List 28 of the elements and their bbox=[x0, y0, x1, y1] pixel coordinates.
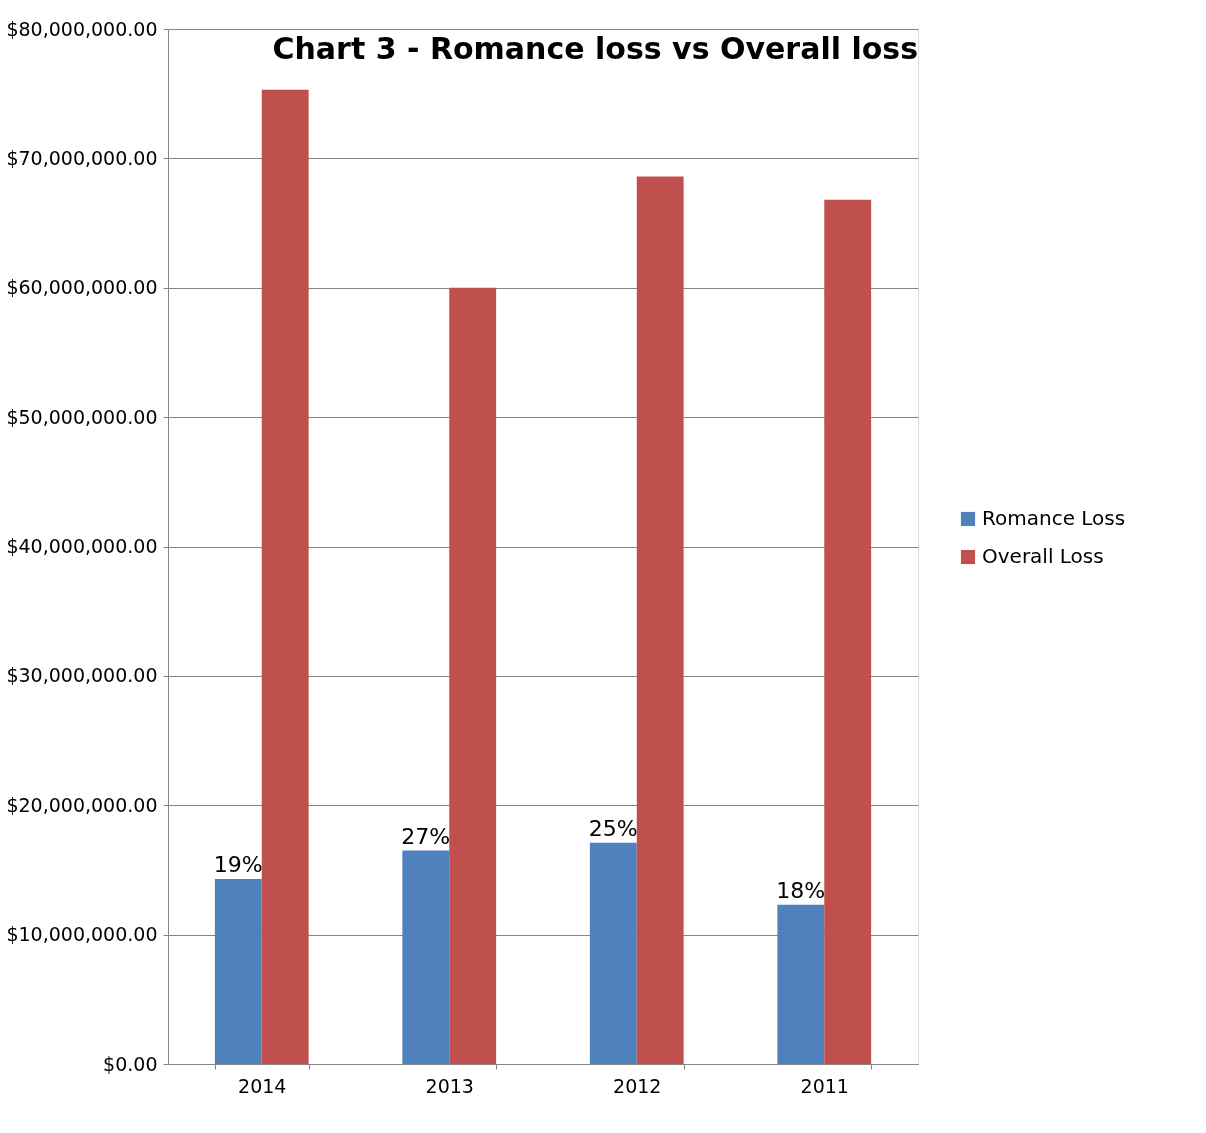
annotation: 25% bbox=[588, 815, 638, 841]
bar bbox=[777, 904, 825, 1064]
x-tick-label: 2014 bbox=[238, 1074, 287, 1097]
bar bbox=[449, 287, 497, 1064]
y-tick-label: $10,000,000.00 bbox=[6, 923, 158, 946]
y-tick-label: $40,000,000.00 bbox=[6, 535, 158, 557]
y-tick-label: $50,000,000.00 bbox=[6, 405, 158, 428]
bar bbox=[589, 842, 637, 1064]
x-tick-label: 2012 bbox=[613, 1074, 662, 1097]
bar bbox=[636, 176, 684, 1064]
y-tick-label: $0.00 bbox=[103, 1052, 158, 1075]
bar bbox=[402, 850, 450, 1064]
y-tick-label: $60,000,000.00 bbox=[6, 276, 158, 299]
bar bbox=[214, 878, 262, 1064]
legend-label: Overall Loss bbox=[982, 544, 1104, 568]
x-tick-label: 2013 bbox=[425, 1074, 474, 1097]
chart-title: Chart 3 - Romance loss vs Overall loss bbox=[272, 31, 918, 66]
annotation: 18% bbox=[776, 877, 826, 903]
bar bbox=[261, 89, 309, 1064]
bar bbox=[824, 199, 872, 1064]
y-tick-label: $70,000,000.00 bbox=[6, 146, 158, 169]
y-tick-label: $20,000,000.00 bbox=[6, 793, 158, 816]
annotation: 19% bbox=[213, 851, 263, 877]
y-tick-label: $30,000,000.00 bbox=[6, 664, 158, 687]
annotation: 27% bbox=[401, 823, 451, 849]
legend-label: Romance Loss bbox=[982, 506, 1126, 530]
y-tick-label: $80,000,000.00 bbox=[6, 17, 158, 40]
x-tick-label: 2011 bbox=[800, 1074, 849, 1097]
